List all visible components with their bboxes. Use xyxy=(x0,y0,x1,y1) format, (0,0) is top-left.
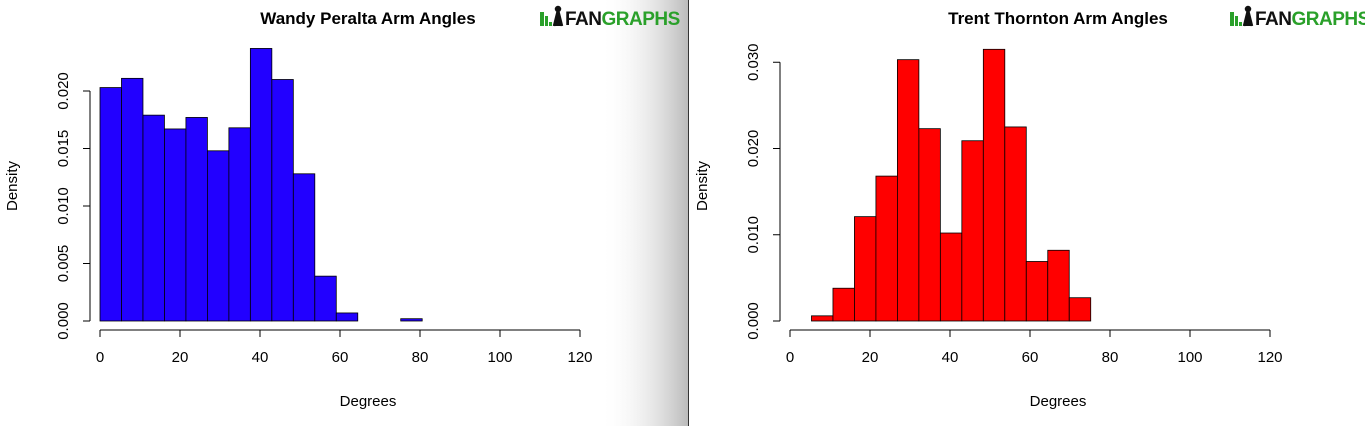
logo-fan: FAN xyxy=(1255,9,1292,30)
histogram-bar xyxy=(314,275,337,322)
logo-figure xyxy=(1242,5,1254,27)
y-tick-label: 0.005 xyxy=(55,245,72,283)
histogram-bar xyxy=(400,318,423,322)
logo-text: FANGRAPHS xyxy=(1255,9,1365,30)
histogram-bar xyxy=(982,48,1006,322)
x-tick-label: 80 xyxy=(1102,349,1119,366)
x-tick-label: 120 xyxy=(1257,349,1282,366)
y-tick-label: 0.015 xyxy=(55,130,72,168)
y-tick-label: 0.000 xyxy=(745,302,762,340)
histogram-bar xyxy=(1068,297,1092,322)
x-tick-label: 40 xyxy=(942,349,959,366)
histogram-bar xyxy=(811,315,834,322)
x-tick-label: 120 xyxy=(567,349,592,366)
y-tick-label: 0.030 xyxy=(745,43,762,81)
histogram-bar xyxy=(121,77,144,322)
x-axis-label: Degrees xyxy=(340,393,397,410)
logo-figure xyxy=(552,5,564,27)
logo-graphs: GRAPHS xyxy=(602,9,680,30)
logo-bar xyxy=(1230,12,1234,26)
x-axis-label: Degrees xyxy=(1030,393,1087,410)
logo-bar xyxy=(549,22,552,26)
histogram-bar xyxy=(185,117,208,322)
logo-bar xyxy=(540,12,544,26)
histogram-bar xyxy=(961,140,984,322)
histogram-bar xyxy=(206,150,230,322)
histogram-bar xyxy=(164,128,187,322)
x-tick-label: 100 xyxy=(487,349,512,366)
y-axis-label: Density xyxy=(4,160,21,211)
histogram-bar xyxy=(1025,261,1049,322)
chart-title: Wandy Peralta Arm Angles xyxy=(260,9,475,28)
histogram-bar xyxy=(832,287,855,322)
x-tick-label: 100 xyxy=(1177,349,1202,366)
logo: FANGRAPHS xyxy=(1230,5,1365,30)
logo-bar xyxy=(1239,22,1242,26)
histogram-bar xyxy=(99,87,122,322)
histogram-bar xyxy=(939,232,963,322)
x-tick-label: 60 xyxy=(332,349,349,366)
y-tick-label: 0.010 xyxy=(55,187,72,225)
histogram-bar xyxy=(249,48,273,322)
panel-shadow xyxy=(600,0,688,426)
logo: FANGRAPHS xyxy=(540,5,680,30)
chart-panel: Trent Thornton Arm Angles FANGRAPHS 0 20 40 6… xyxy=(694,5,1365,410)
logo-fan: FAN xyxy=(565,9,602,30)
logo-bar xyxy=(545,16,548,26)
histogram-bar xyxy=(228,127,251,322)
histogram-bar xyxy=(142,114,165,322)
x-tick-label: 0 xyxy=(96,349,104,366)
y-tick-label: 0.010 xyxy=(745,216,762,254)
x-tick-label: 20 xyxy=(172,349,189,366)
y-tick-label: 0.020 xyxy=(745,130,762,168)
y-axis-label: Density xyxy=(694,160,711,211)
x-tick-label: 60 xyxy=(1022,349,1039,366)
histogram-bar xyxy=(1047,249,1070,322)
y-tick-label: 0.000 xyxy=(55,302,72,340)
chart-title: Trent Thornton Arm Angles xyxy=(948,9,1168,28)
histogram-bar xyxy=(292,173,316,322)
logo-graphs: GRAPHS xyxy=(1292,9,1365,30)
histogram-bar xyxy=(1004,126,1027,322)
x-tick-label: 80 xyxy=(412,349,429,366)
histogram-bar xyxy=(335,312,359,322)
logo-bar xyxy=(1235,16,1238,26)
histogram-bar xyxy=(854,216,877,322)
chart-panel: Wandy Peralta Arm Angles FANGRAPHS 0 20 40 60… xyxy=(4,5,680,410)
x-tick-label: 40 xyxy=(252,349,269,366)
y-tick-label: 0.020 xyxy=(55,72,72,110)
x-tick-label: 0 xyxy=(786,349,794,366)
histogram-bar xyxy=(271,79,294,322)
logo-text: FANGRAPHS xyxy=(565,9,680,30)
histogram-bar xyxy=(875,175,898,322)
histogram-bar xyxy=(897,59,920,322)
x-tick-label: 20 xyxy=(862,349,879,366)
histogram-bar xyxy=(918,128,941,322)
